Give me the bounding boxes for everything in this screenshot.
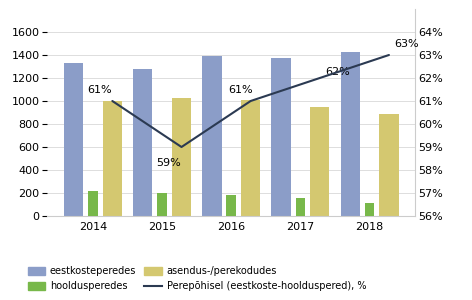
Bar — [271, 58, 291, 216]
Bar — [157, 193, 167, 216]
Bar — [365, 203, 374, 216]
Bar — [227, 195, 236, 216]
Bar — [202, 56, 221, 216]
Text: 63%: 63% — [395, 39, 419, 49]
Bar — [295, 198, 305, 216]
Bar — [102, 101, 122, 216]
Bar — [241, 100, 261, 216]
Text: 61%: 61% — [228, 85, 253, 95]
Text: 62%: 62% — [325, 67, 350, 77]
Bar — [88, 191, 98, 216]
Text: 59%: 59% — [157, 158, 181, 168]
Text: 61%: 61% — [87, 85, 112, 95]
Bar — [172, 98, 191, 216]
Bar — [310, 107, 329, 216]
Bar — [64, 63, 83, 216]
Bar — [379, 114, 399, 216]
Legend: eestkosteperedes, hooldusperedes, asendus-/perekodudes, Perepõhisel (eestkoste-h: eestkosteperedes, hooldusperedes, asendu… — [24, 262, 370, 295]
Bar — [340, 52, 360, 216]
Bar — [133, 69, 152, 216]
